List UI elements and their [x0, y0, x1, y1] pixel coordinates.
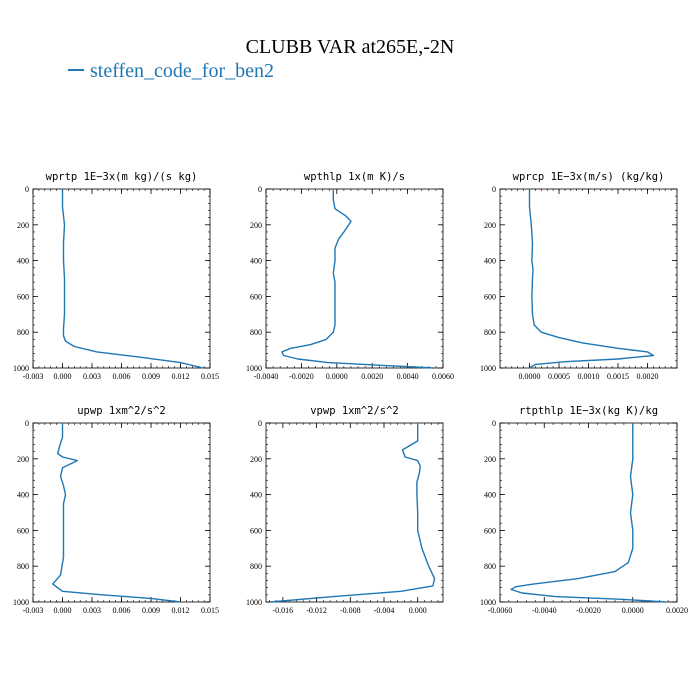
- x-tick-label: -0.004: [374, 606, 395, 615]
- series-line: [528, 189, 655, 369]
- x-tick-label: 0.003: [83, 372, 101, 381]
- y-tick-label: 1000: [246, 598, 262, 607]
- y-tick-label: 400: [17, 491, 29, 500]
- x-tick-label: 0.0015: [607, 372, 629, 381]
- x-tick-label: 0.009: [142, 606, 160, 615]
- y-tick-label: 400: [484, 257, 496, 266]
- y-tick-label: 1000: [246, 364, 262, 373]
- x-tick-label: 0.0020: [361, 372, 383, 381]
- series-line: [61, 189, 204, 369]
- x-tick-label: -0.0020: [576, 606, 601, 615]
- x-tick-label: -0.0020: [289, 372, 314, 381]
- series-line: [510, 423, 666, 603]
- x-tick-label: 0.006: [113, 372, 131, 381]
- x-tick-label: 0.003: [83, 606, 101, 615]
- panel-title: wprcp 1E−3x(m/s) (kg/kg): [513, 171, 665, 183]
- panel-title: upwp 1xm^2/s^2: [77, 405, 166, 417]
- y-tick-label: 0: [25, 419, 29, 428]
- plot-frame: [32, 188, 211, 369]
- x-tick-label: -0.003: [23, 606, 44, 615]
- y-tick-label: 1000: [480, 364, 496, 373]
- legend-line-swatch: [68, 69, 84, 72]
- y-tick-label: 600: [250, 292, 262, 301]
- y-tick-label: 800: [250, 328, 262, 337]
- plot-frame: [265, 422, 444, 603]
- x-tick-label: 0.0040: [397, 372, 419, 381]
- y-tick-label: 400: [250, 491, 262, 500]
- y-tick-label: 200: [484, 455, 496, 464]
- series-line: [270, 423, 436, 603]
- y-tick-label: 800: [250, 562, 262, 571]
- chart-panel-1: wprtp 1E−3x(m kg)/(s kg) -0.003 0.000 0.003…: [13, 171, 219, 381]
- x-tick-label: -0.012: [306, 606, 327, 615]
- x-tick-label: 0.0020: [666, 606, 688, 615]
- x-tick-label: 0.000: [409, 606, 427, 615]
- y-tick-label: 800: [484, 562, 496, 571]
- y-tick-label: 1000: [480, 598, 496, 607]
- chart-panel-4: upwp 1xm^2/s^2 -0.003 0.000 0.003 0.006 0.009…: [13, 405, 219, 615]
- x-tick-label: -0.0040: [532, 606, 557, 615]
- x-tick-label: -0.0060: [488, 606, 513, 615]
- y-tick-label: 0: [258, 185, 262, 194]
- x-tick-label: 0.012: [172, 372, 190, 381]
- y-tick-label: 200: [250, 221, 262, 230]
- panel-title: vpwp 1xm^2/s^2: [310, 405, 399, 417]
- y-tick-label: 600: [484, 526, 496, 535]
- series-line: [281, 189, 435, 369]
- y-tick-label: 0: [258, 419, 262, 428]
- y-tick-label: 400: [17, 257, 29, 266]
- x-tick-label: 0.000: [54, 606, 72, 615]
- x-tick-label: 0.000: [54, 372, 72, 381]
- panel-title: rtpthlp 1E−3x(kg K)/kg: [519, 405, 658, 417]
- y-tick-label: 0: [492, 185, 496, 194]
- y-tick-label: 0: [492, 419, 496, 428]
- panel-title: wprtp 1E−3x(m kg)/(s kg): [46, 171, 198, 183]
- x-tick-label: -0.016: [273, 606, 294, 615]
- y-tick-label: 200: [17, 455, 29, 464]
- y-tick-label: 800: [17, 562, 29, 571]
- y-tick-label: 200: [484, 221, 496, 230]
- y-tick-label: 600: [17, 292, 29, 301]
- y-tick-label: 800: [484, 328, 496, 337]
- x-tick-label: 0.006: [113, 606, 131, 615]
- plot-frame: [499, 188, 678, 369]
- y-tick-label: 200: [250, 455, 262, 464]
- y-tick-label: 200: [17, 221, 29, 230]
- x-tick-label: 0.0000: [519, 372, 541, 381]
- x-tick-label: 0.0000: [622, 606, 644, 615]
- x-tick-label: 0.015: [201, 606, 219, 615]
- y-tick-label: 1000: [13, 364, 29, 373]
- y-tick-label: 0: [25, 185, 29, 194]
- x-tick-label: 0.015: [201, 372, 219, 381]
- chart-panel-2: wpthlp 1x(m K)/s -0.0040 -0.0020 0.0000 0.00…: [246, 171, 454, 381]
- chart-panel-6: rtpthlp 1E−3x(kg K)/kg -0.0060 -0.0040 -0.0…: [480, 405, 688, 615]
- x-tick-label: 0.012: [172, 606, 190, 615]
- y-tick-label: 800: [17, 328, 29, 337]
- chart-panel-3: wprcp 1E−3x(m/s) (kg/kg) 0.0000 0.0005 0.00…: [480, 171, 678, 381]
- y-tick-label: 600: [484, 292, 496, 301]
- plot-frame: [499, 422, 678, 603]
- x-tick-label: 0.0005: [548, 372, 570, 381]
- series-line: [52, 423, 181, 603]
- chart-panel-5: vpwp 1xm^2/s^2 -0.016 -0.012 -0.008 -0.004 0.…: [246, 405, 444, 615]
- y-tick-label: 1000: [13, 598, 29, 607]
- figure-title: CLUBB VAR at265E,-2N: [245, 36, 455, 58]
- x-tick-label: 0.0020: [637, 372, 659, 381]
- legend-label: steffen_code_for_ben2: [90, 60, 275, 82]
- y-tick-label: 600: [17, 526, 29, 535]
- plot-frame: [265, 188, 444, 369]
- y-tick-label: 400: [250, 257, 262, 266]
- x-tick-label: -0.003: [23, 372, 44, 381]
- y-tick-label: 400: [484, 491, 496, 500]
- y-tick-label: 600: [250, 526, 262, 535]
- panel-title: wpthlp 1x(m K)/s: [304, 171, 405, 183]
- x-tick-label: -0.0040: [254, 372, 279, 381]
- x-tick-label: 0.009: [142, 372, 160, 381]
- x-tick-label: 0.0060: [432, 372, 454, 381]
- legend-entry: steffen_code_for_ben2: [68, 60, 274, 83]
- x-tick-label: -0.008: [340, 606, 361, 615]
- x-tick-label: 0.0000: [326, 372, 348, 381]
- x-tick-label: 0.0010: [578, 372, 600, 381]
